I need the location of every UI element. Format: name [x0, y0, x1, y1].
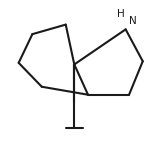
Text: N: N	[129, 16, 136, 26]
Text: H: H	[117, 9, 125, 19]
